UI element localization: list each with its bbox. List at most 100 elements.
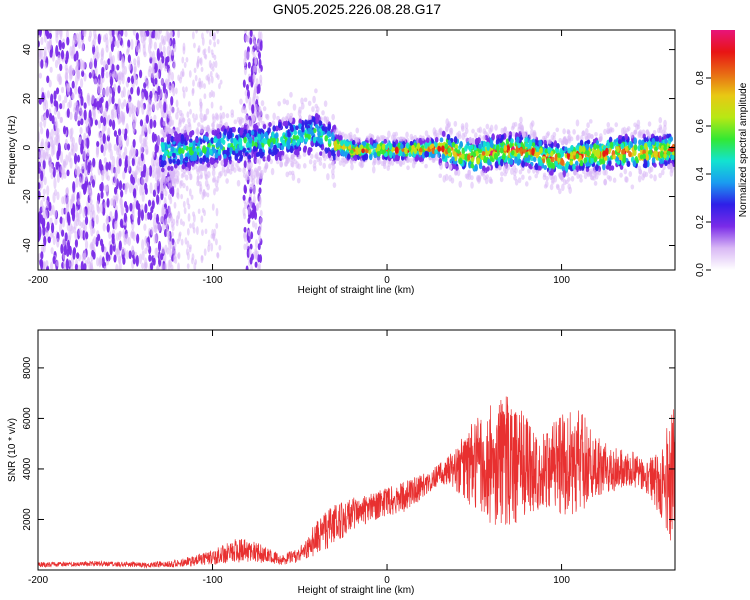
spectrogram-cell (104, 142, 108, 151)
spectrogram-cell (163, 262, 167, 270)
spectrogram-cell (430, 143, 435, 149)
spectrogram-cell (223, 153, 227, 159)
spectrogram-cell (311, 116, 316, 123)
spectrogram-cell (79, 126, 83, 135)
spectrogram-cell (308, 119, 313, 125)
spectrogram-cell (173, 201, 177, 209)
spectrogram-cell (285, 171, 290, 178)
spectrogram-cell (106, 223, 110, 233)
y-tick-label: 0 (22, 144, 33, 150)
spectrogram-cell (517, 123, 522, 130)
spectrogram-cell (160, 137, 165, 144)
spectrogram-cell (105, 251, 109, 262)
spectrogram-cell (360, 160, 365, 168)
spectrogram-cell (165, 127, 169, 135)
spectrogram-cell (546, 131, 551, 136)
spectrogram-cell (61, 217, 66, 228)
spectrogram-cell (602, 163, 606, 171)
spectrogram-cell (244, 201, 248, 210)
colorbar-ticks: 0.00.20.40.60.8 (695, 71, 711, 277)
spectrogram-cell (456, 149, 461, 154)
spectrogram-cell (256, 42, 260, 51)
spectrogram-cell (506, 145, 510, 151)
y-tick-label: 20 (22, 93, 33, 105)
spectrogram-cell (242, 79, 246, 88)
spectrogram-cell (567, 133, 572, 141)
spectrogram-cell (459, 157, 463, 165)
spectrogram-cell (69, 198, 73, 211)
spectrogram-cell (78, 103, 82, 112)
spectrogram-cell (254, 211, 258, 220)
spectrogram-cell (80, 139, 85, 151)
spectrogram-cell (439, 137, 444, 143)
spectrogram-cell (413, 134, 417, 141)
spectrogram-cell (258, 148, 263, 154)
spectrogram-cell (633, 122, 637, 128)
spectrogram-cell (206, 124, 210, 132)
spectrogram-cell (212, 61, 216, 68)
spectrogram-cell (622, 156, 626, 164)
spectrogram-cell (221, 111, 226, 119)
spectrogram-cell (224, 121, 229, 129)
spectrogram-cell (156, 102, 160, 111)
spectrogram-cell (476, 158, 480, 165)
spectrogram-cell (511, 131, 516, 137)
spectrogram-cell (589, 144, 593, 149)
spectrogram-cell (567, 147, 571, 154)
spectrogram-cell (272, 112, 277, 121)
spectrogram-cell (115, 73, 119, 81)
spectrogram-cell (285, 99, 290, 106)
spectrogram-cell (424, 142, 428, 149)
spectrogram-cell (441, 145, 445, 153)
spectrogram-cell (286, 142, 291, 150)
spectrogram-cell (250, 130, 255, 136)
spectrogram-cell (272, 137, 276, 145)
spectrogram-cell (139, 69, 143, 79)
spectrogram-cell (459, 141, 463, 148)
spectrogram-cell (153, 212, 157, 219)
spectrogram-cell (129, 202, 133, 212)
spectrogram-cell (66, 211, 70, 224)
spectrogram-cell (231, 150, 236, 156)
spectrogram-cell (210, 137, 215, 144)
spectrogram-cell (123, 212, 128, 223)
spectrogram-cell (245, 95, 249, 104)
spectrogram-cell (529, 133, 533, 139)
spectrogram-cell (606, 174, 611, 180)
spectrogram-cell (213, 188, 216, 196)
spectrogram-cell (42, 188, 46, 195)
spectrogram-cell (239, 98, 243, 105)
spectrogram-cell (131, 221, 135, 231)
spectrogram-cell (215, 222, 219, 229)
spectrogram-cell (296, 177, 301, 184)
spectrogram-cell (180, 134, 185, 141)
spectrogram-cell (579, 139, 584, 146)
spectrogram-cell (448, 163, 453, 171)
spectrogram-cell (388, 142, 393, 150)
spectrogram-cell (624, 133, 629, 140)
spectrogram-cell (669, 162, 673, 170)
spectrogram-cell (40, 251, 44, 260)
spectrogram-cell (620, 142, 625, 150)
spectrogram-cell (285, 153, 289, 161)
spectrogram-cell (70, 262, 74, 270)
spectrogram-cell (262, 106, 267, 112)
spectrogram-cell (38, 30, 41, 36)
spectrogram-cell (322, 162, 327, 169)
spectrogram-cell (581, 145, 586, 153)
spectrogram-cell (212, 116, 216, 124)
spectrogram-cell (373, 158, 377, 166)
spectrogram-cell (355, 127, 360, 134)
spectrogram-cell (243, 136, 247, 144)
spectrogram-cell (560, 140, 565, 146)
spectrogram-cell (78, 227, 82, 237)
spectrogram-cell (264, 113, 269, 119)
spectrogram-cell (105, 161, 109, 172)
spectrogram-cell (157, 88, 161, 96)
spectrogram-cell (441, 130, 446, 137)
spectrogram-cell (588, 119, 593, 124)
x-tick-label: 0 (384, 575, 390, 586)
spectrogram-cell (186, 263, 190, 270)
spectrogram-cell (158, 166, 162, 178)
spectrogram-cell (189, 173, 193, 181)
